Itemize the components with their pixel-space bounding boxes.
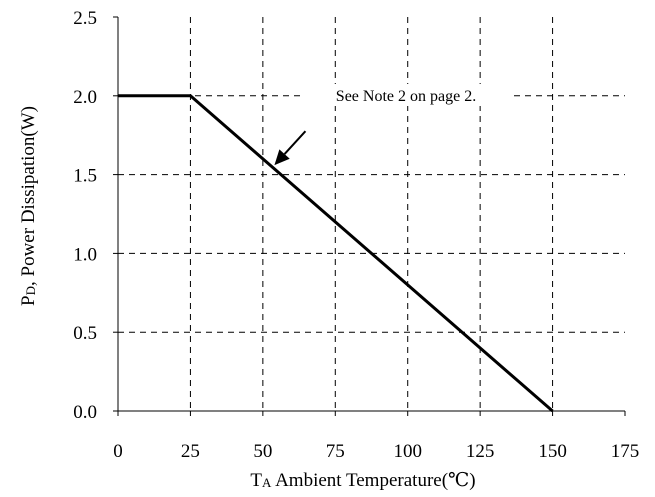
annotation-label-box: See Note 2 on page 2. xyxy=(300,84,512,106)
series-group xyxy=(118,94,554,413)
y-tick-label-1: 0.5 xyxy=(73,323,97,344)
x-tick-label-5: 125 xyxy=(466,441,495,462)
axes-frame xyxy=(117,17,625,412)
y-axis-label: PD, Power Dissipation(W) xyxy=(18,106,39,306)
x-tick-labels: 0 25 50 75 100 125 150 175 xyxy=(113,411,639,462)
annotation-arrow xyxy=(274,130,307,166)
x-tick-label-4: 100 xyxy=(393,441,422,462)
x-tick-label-7: 175 xyxy=(611,441,640,462)
arrow-shaft xyxy=(283,130,307,155)
y-tick-label-2: 1.0 xyxy=(73,244,97,265)
x-tick-label-1: 25 xyxy=(181,441,200,462)
y-tick-labels: 0.0 0.5 1.0 1.5 2.0 2.5 xyxy=(73,8,118,423)
x-tick-label-6: 150 xyxy=(538,441,567,462)
x-tick-label-2: 50 xyxy=(253,441,272,462)
y-tick-label-5: 2.5 xyxy=(73,8,97,29)
arrow-head xyxy=(274,149,290,166)
x-tick-label-0: 0 xyxy=(113,441,123,462)
y-tick-label-4: 2.0 xyxy=(73,87,97,108)
y-tick-label-3: 1.5 xyxy=(73,166,97,187)
series-line-0 xyxy=(118,94,554,413)
x-axis-label: TA Ambient Temperature(℃) xyxy=(250,470,475,491)
x-tick-label-3: 75 xyxy=(326,441,345,462)
y-tick-label-0: 0.0 xyxy=(73,402,97,423)
annotation-text: See Note 2 on page 2. xyxy=(336,88,476,105)
grid-lines xyxy=(118,17,625,411)
